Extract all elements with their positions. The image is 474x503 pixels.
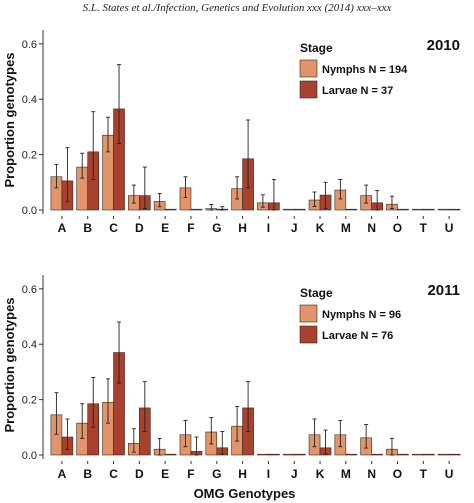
x-tick-label-A: A (58, 467, 67, 481)
y-axis-title: Proportion genotypes (2, 52, 17, 187)
x-tick-label-C: C (109, 467, 118, 481)
x-tick-label-E: E (161, 467, 169, 481)
bar-nymphs-J (282, 453, 295, 456)
legend-label-larvae: Larvae N = 76 (322, 330, 393, 342)
legend-swatch-larvae (299, 80, 318, 99)
chart-panel-2011: 0.0 0.2 0.4 0.6 Proportion genotypes 2011 A B C D… (2, 275, 461, 501)
year-label: 2010 (427, 37, 460, 54)
bar-larvae-O (397, 453, 409, 456)
bar-larvae-I (268, 453, 280, 456)
bar-larvae-U (448, 453, 461, 456)
x-tick-label-B: B (83, 221, 92, 235)
x-tick-label-F: F (187, 467, 194, 481)
bar-nymphs-U (437, 208, 450, 211)
bar-larvae-N (371, 453, 383, 456)
bar-larvae-U (448, 208, 461, 211)
legend-label-nymphs: Nymphs N = 194 (322, 64, 408, 76)
x-tick-label-B: B (83, 467, 92, 481)
running-head: S.L. States et al./Infection, Genetics a… (82, 2, 392, 14)
x-tick-label-N: N (367, 221, 376, 235)
x-tick-label-D: D (135, 467, 144, 481)
bar-nymphs-T (411, 453, 424, 456)
bar-larvae-E (164, 208, 177, 211)
y-tick-label: 0.4 (22, 94, 37, 106)
legend-title: Stage (300, 41, 333, 55)
y-tick-label: 0.6 (22, 39, 37, 51)
bar-larvae-M (345, 453, 358, 456)
y-tick-label: 0.6 (22, 284, 37, 296)
year-label: 2011 (427, 282, 460, 299)
x-tick-label-O: O (393, 467, 402, 481)
bar-nymphs-J (282, 208, 295, 211)
x-tick-label-K: K (316, 467, 325, 481)
bar-larvae-T (422, 453, 435, 456)
y-tick-label: 0.0 (22, 450, 37, 462)
x-tick-label-I: I (267, 467, 270, 481)
x-tick-label-A: A (58, 221, 67, 235)
x-tick-label-J: J (291, 467, 298, 481)
legend-swatch-larvae (299, 325, 318, 344)
x-tick-label-I: I (267, 221, 270, 235)
y-tick-label: 0.2 (22, 395, 37, 407)
x-tick-label-U: U (445, 467, 454, 481)
y-tick-label: 0.4 (22, 339, 37, 351)
x-tick-label-C: C (109, 221, 118, 235)
x-tick-label-M: M (341, 467, 351, 481)
x-tick-label-H: H (238, 467, 247, 481)
bar-larvae-J (293, 453, 306, 456)
x-axis-title: OMG Genotypes (194, 486, 296, 501)
bar-nymphs-U (437, 453, 450, 456)
legend-swatch-nymphs (299, 59, 318, 78)
x-tick-label-G: G (212, 221, 221, 235)
bar-larvae-O (397, 208, 409, 211)
x-tick-label-G: G (212, 467, 221, 481)
bar-larvae-M (345, 208, 358, 211)
x-tick-label-N: N (367, 467, 376, 481)
x-tick-label-M: M (341, 221, 351, 235)
bar-larvae-J (293, 208, 306, 211)
y-axis-title: Proportion genotypes (2, 297, 17, 432)
x-tick-label-D: D (135, 221, 144, 235)
x-tick-label-K: K (316, 221, 325, 235)
bar-nymphs-T (411, 208, 424, 211)
legend-title: Stage (300, 286, 333, 300)
x-tick-label-E: E (161, 221, 169, 235)
x-tick-label-J: J (291, 221, 298, 235)
x-tick-label-O: O (393, 221, 402, 235)
x-tick-label-T: T (420, 467, 428, 481)
y-tick-label: 0.2 (22, 150, 37, 162)
bar-larvae-F (190, 208, 203, 211)
x-tick-label-U: U (445, 221, 454, 235)
y-tick-label: 0.0 (22, 205, 37, 217)
legend-label-nymphs: Nymphs N = 96 (322, 309, 401, 321)
chart-panel-2010: 0.0 0.2 0.4 0.6 Proportion genotypes 2010 A B C D… (2, 30, 461, 235)
bar-larvae-T (422, 208, 435, 211)
bar-nymphs-I (257, 453, 269, 456)
legend-label-larvae: Larvae N = 37 (322, 85, 393, 97)
x-tick-label-H: H (238, 221, 247, 235)
bar-larvae-E (164, 453, 177, 456)
x-tick-label-T: T (420, 221, 428, 235)
x-tick-label-F: F (187, 221, 194, 235)
legend-swatch-nymphs (299, 304, 318, 323)
